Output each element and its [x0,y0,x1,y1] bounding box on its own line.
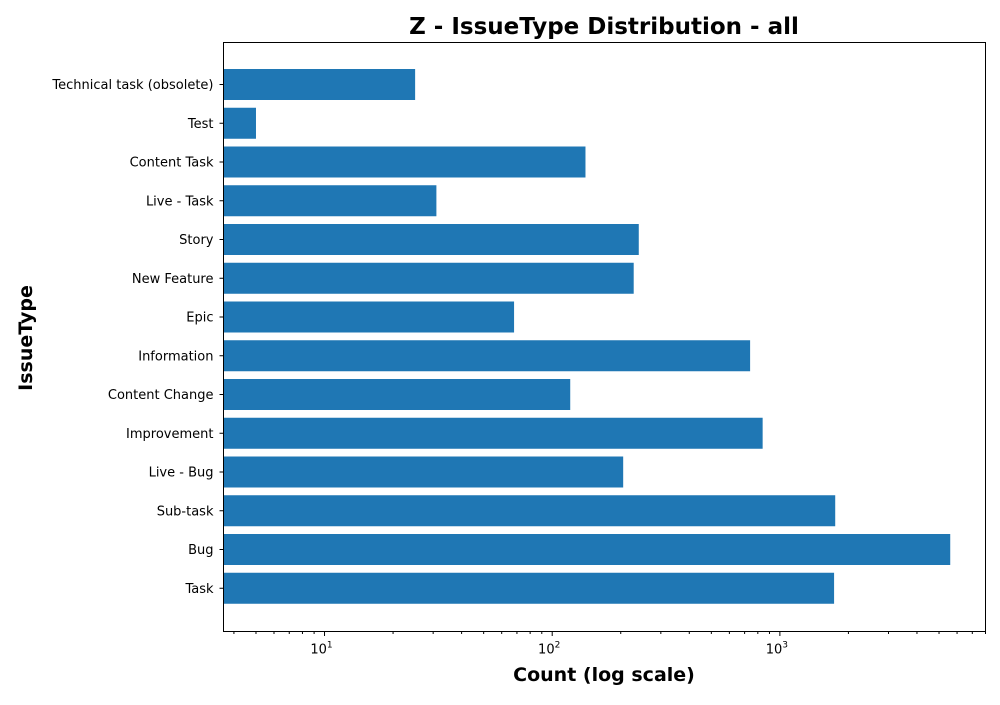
bar [223,107,256,139]
plot-frame [223,42,986,632]
bar [223,495,836,527]
y-tick-label: Content Change [108,388,214,403]
y-tick-label: New Feature [132,272,214,287]
bars-group [223,69,951,604]
y-tick-label: Live - Task [146,194,214,209]
x-axis-label: Count (log scale) [513,664,695,686]
y-tick-label: Technical task (obsolete) [51,78,213,93]
y-tick-label: Sub-task [157,504,214,519]
x-tick-label: 102 [538,641,560,658]
y-tick-label: Information [138,349,213,364]
bar [223,572,835,604]
bar [223,417,763,449]
y-axis-ticks: Technical task (obsolete) Test Content Tas… [51,78,224,597]
y-tick-label: Test [187,117,214,132]
x-axis-ticks: 101 102 103 [233,631,986,658]
x-tick-label: 101 [310,641,332,658]
bar [223,224,639,255]
bar [223,69,416,100]
bar [223,185,437,217]
y-tick-label: Content Task [130,156,214,171]
y-tick-label: Live - Bug [149,466,214,481]
chart-title: Z - IssueType Distribution - all [409,14,799,40]
y-axis-label: IssueType [15,285,37,391]
y-tick-label: Task [184,582,214,597]
bar [223,456,624,488]
bar [223,340,751,372]
y-tick-label: Epic [186,311,213,326]
bar [223,146,586,178]
bar [223,379,571,410]
y-tick-label: Improvement [126,427,213,442]
bar [223,262,634,294]
y-tick-label: Bug [188,543,213,558]
y-tick-label: Story [179,233,214,248]
bar [223,534,951,565]
x-tick-label: 103 [766,641,788,658]
bar [223,301,515,333]
